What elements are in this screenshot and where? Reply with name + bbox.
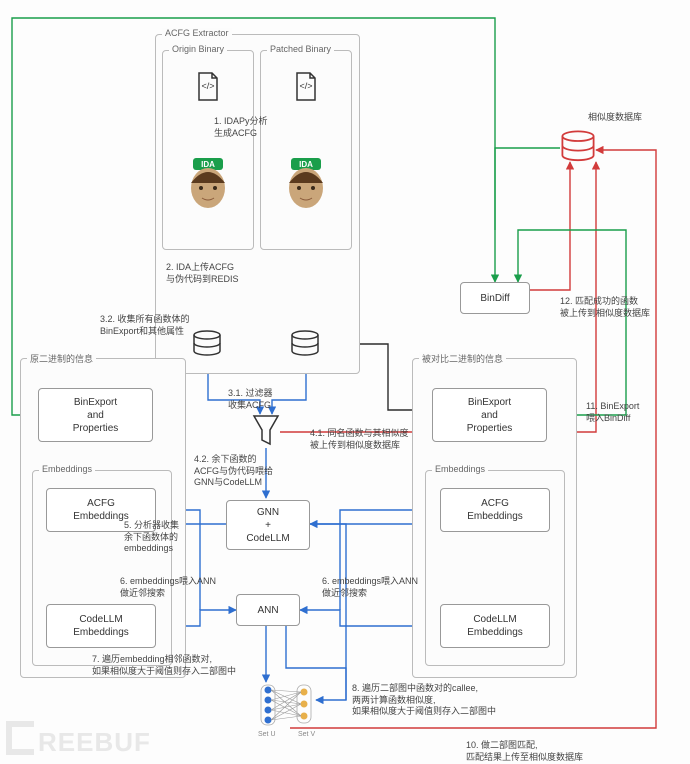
step-label-5: 5. 分析器收集余下函数体的embeddings xyxy=(124,520,224,555)
panel-title: Origin Binary xyxy=(169,44,227,54)
watermark: REEBUF xyxy=(6,721,151,758)
similarity-database-icon xyxy=(560,130,596,164)
svg-text:IDA: IDA xyxy=(201,160,215,169)
step-label-4-1: 4.1. 同名函数与其相似度被上传到相似度数据库 xyxy=(310,428,460,451)
box-binexport-left: BinExportandProperties xyxy=(38,388,153,442)
panel-title: ACFG Extractor xyxy=(162,28,232,38)
database-icon-right xyxy=(290,330,320,358)
step-label-12: 12. 匹配成功的函数被上传到相似度数据库 xyxy=(560,296,690,319)
bipartite-graph-icon xyxy=(258,684,314,733)
box-code-emb-right: CodeLLMEmbeddings xyxy=(440,604,550,648)
step-label-3-1: 3.1. 过滤器收集ACFG xyxy=(228,388,308,411)
box-gnn: GNN+CodeLLM xyxy=(226,500,310,550)
box-label: ACFGEmbeddings xyxy=(467,497,523,523)
step-label-11: 11. BinExport喂入BinDiff xyxy=(586,401,686,424)
panel-title: 被对比二进制的信息 xyxy=(419,352,506,365)
ida-icon-origin: IDA xyxy=(186,158,230,215)
panel-title: Patched Binary xyxy=(267,44,334,54)
step-label-10: 10. 做二部图匹配,匹配结果上传至相似度数据库 xyxy=(466,740,666,763)
ida-icon-patched: IDA xyxy=(284,158,328,215)
step-label-2: 2. IDA上传ACFG与伪代码到REDIS xyxy=(166,262,286,285)
svg-text:IDA: IDA xyxy=(299,160,313,169)
box-code-emb-left: CodeLLMEmbeddings xyxy=(46,604,156,648)
box-label: CodeLLMEmbeddings xyxy=(467,613,523,639)
panel-title: Embeddings xyxy=(39,464,95,474)
box-bindiff: BinDiff xyxy=(460,282,530,314)
box-label: CodeLLMEmbeddings xyxy=(73,613,129,639)
box-label: GNN+CodeLLM xyxy=(246,506,289,545)
box-acfg-emb-right: ACFGEmbeddings xyxy=(440,488,550,532)
step-label-7: 7. 遍历embedding相邻函数对,如果相似度大于阈值则存入二部图中 xyxy=(92,654,292,677)
box-label: BinExportandProperties xyxy=(73,396,119,435)
step-label-6a: 6. embeddings喂入ANN做近邻搜索 xyxy=(120,576,250,599)
box-label: BinExportandProperties xyxy=(467,396,513,435)
file-icon-patched: </> xyxy=(294,72,318,102)
svg-text:</>: </> xyxy=(299,81,312,91)
svg-text:</>: </> xyxy=(201,81,214,91)
label-sim-db: 相似度数据库 xyxy=(588,112,678,124)
step-label-4-2: 4.2. 余下函数的ACFG与伪代码喂给GNN与CodeLLM xyxy=(194,454,314,489)
step-label-1: 1. IDAPy分析生成ACFG xyxy=(214,116,314,139)
database-icon-left xyxy=(192,330,222,358)
box-label: ACFGEmbeddings xyxy=(73,497,129,523)
panel-title: 原二进制的信息 xyxy=(27,352,96,365)
box-label: ANN xyxy=(257,604,278,617)
filter-funnel-icon xyxy=(252,414,280,448)
file-icon-origin: </> xyxy=(196,72,220,102)
step-label-8: 8. 遍历二部图中函数对的callee,两两计算函数相似度,如果相似度大于阈值则… xyxy=(352,683,557,718)
box-label: BinDiff xyxy=(480,292,509,305)
step-label-6b: 6. embeddings喂入ANN做近邻搜索 xyxy=(322,576,452,599)
panel-title: Embeddings xyxy=(432,464,488,474)
